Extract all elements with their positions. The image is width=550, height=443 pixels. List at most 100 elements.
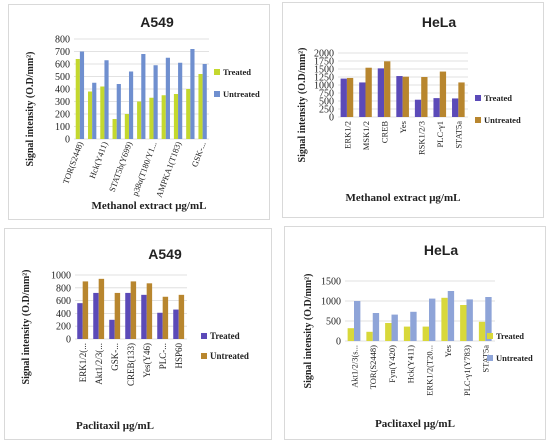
category-label: AMPKA1(T183) [154, 140, 183, 199]
y-tick-label: 600 [55, 60, 70, 71]
bar-untreated [485, 297, 492, 341]
category-label: ERK1/2 [342, 121, 352, 149]
bar-treated [452, 98, 459, 117]
category-label: RSK1/2/3 [417, 121, 427, 155]
bar-untreated [116, 84, 121, 139]
y-axis-label: Signal intensity (O.D/mm²) [297, 48, 308, 163]
bar-treated [124, 114, 129, 139]
bar-untreated [128, 71, 134, 139]
bar-treated [93, 292, 99, 339]
bar-untreated [141, 54, 146, 139]
chart-title: A549 [140, 14, 174, 30]
y-tick-label: 500 [326, 317, 341, 328]
legend-label: Untreated [223, 89, 260, 99]
bar-treated [340, 78, 347, 117]
y-tick-label: 200 [55, 110, 70, 121]
y-tick-label: 1250 [314, 73, 334, 84]
category-label: STAT5a [454, 121, 464, 149]
category-label: Hck(Y411) [406, 345, 416, 384]
bar-treated [433, 98, 440, 117]
chart-panel-hela-paclitaxel: HeLa 0 500 1000 1500 Akt1/2/3(s... TOR(S2448) F… [284, 226, 546, 440]
category-label: TOR(S2448) [368, 345, 378, 389]
bar-treated [422, 326, 429, 341]
bar-treated [75, 59, 80, 139]
category-label: Akt1/2/3(s... [349, 345, 359, 388]
y-tick-label: 1000 [51, 271, 71, 282]
bar-treated [347, 328, 354, 341]
y-tick-label: 0 [329, 113, 334, 124]
bar-untreated [153, 65, 158, 139]
bar-treated [125, 292, 131, 339]
bar-untreated [190, 49, 195, 139]
bar-treated [173, 94, 179, 139]
bar-treated [173, 309, 179, 339]
category-label: STAT5a [481, 345, 491, 373]
x-axis-label: Paclitaxil μg/mL [76, 420, 154, 432]
bar-treated [396, 76, 403, 117]
legend-swatch [475, 95, 481, 101]
bar-treated [100, 86, 105, 139]
bar-untreated [146, 283, 153, 339]
chart-title: A549 [148, 246, 182, 262]
category-label: Hck(Y411) [87, 140, 110, 180]
bar-untreated [372, 313, 380, 341]
y-tick-label: 300 [55, 97, 70, 108]
bar-treated [198, 74, 203, 139]
legend-label: Untreated [484, 115, 521, 125]
bar-untreated [162, 296, 169, 339]
legend-swatch [475, 117, 481, 123]
bar-treated [77, 303, 83, 339]
bar-untreated [130, 281, 137, 339]
bar-untreated [466, 299, 473, 341]
y-tick-label: 250 [319, 105, 334, 116]
bar-untreated [98, 278, 105, 339]
bar-untreated [178, 294, 185, 339]
category-label: PLC-... [158, 343, 168, 369]
chart-panel-a549-methanol: A549 0 100 200 300 400 500 600 700 800 TOR(S2448) H… [8, 4, 270, 220]
y-tick-label: 1000 [321, 297, 341, 308]
y-axis-label: Signal intensity (O.D/mm²) [21, 270, 32, 385]
y-tick-label: 100 [55, 122, 70, 133]
category-label: Yes [443, 345, 453, 357]
chart-panel-a549-paclitaxil: A549 0 200 400 600 800 1000 ERK1/2(... Akt1/2/3(… [4, 228, 272, 440]
category-label: Fyn(Y420) [387, 345, 397, 383]
x-axis-label: Paclitaxel μg/mL [375, 418, 455, 430]
category-label: CREB(133) [126, 343, 136, 386]
legend-label: Treated [496, 331, 524, 341]
bar-treated [414, 99, 422, 117]
y-tick-label: 2000 [314, 49, 334, 60]
chart-title: HeLa [424, 242, 458, 258]
y-tick-label: 1750 [314, 57, 334, 68]
category-label: Yes(Y46) [142, 343, 152, 378]
bar-untreated [384, 61, 391, 117]
category-label: PLC-γ1 [435, 121, 445, 147]
bar-untreated [421, 77, 428, 117]
bar-treated [137, 101, 142, 139]
legend-label: Treated [210, 331, 240, 341]
bar-treated [161, 95, 166, 139]
legend-swatch [487, 355, 493, 361]
category-label: GSK-... [189, 140, 207, 168]
bar-untreated [82, 281, 89, 339]
x-axis-label: Methanol extract μg/mL [346, 192, 461, 204]
category-label: STAT5b(Y699) [107, 140, 134, 193]
category-label: PLC-γ1(Y783) [462, 345, 472, 396]
category-label: ERK1/2(... [78, 343, 88, 382]
bar-untreated [429, 298, 436, 341]
legend-label: Treated [484, 93, 512, 103]
legend-swatch [201, 333, 207, 339]
legend-label: Untreated [210, 351, 249, 361]
y-tick-label: 0 [65, 135, 70, 146]
bar-untreated [79, 51, 85, 139]
y-tick-label: 1000 [314, 81, 334, 92]
bar-untreated [104, 60, 109, 139]
bar-treated [385, 323, 392, 341]
legend-swatch [487, 333, 493, 339]
y-tick-label: 1500 [314, 65, 334, 76]
category-label: TOR(S2448) [60, 140, 85, 185]
bar-untreated [365, 67, 372, 117]
y-tick-label: 0 [336, 337, 341, 348]
bar-untreated [391, 314, 398, 341]
bar-untreated [92, 82, 97, 139]
